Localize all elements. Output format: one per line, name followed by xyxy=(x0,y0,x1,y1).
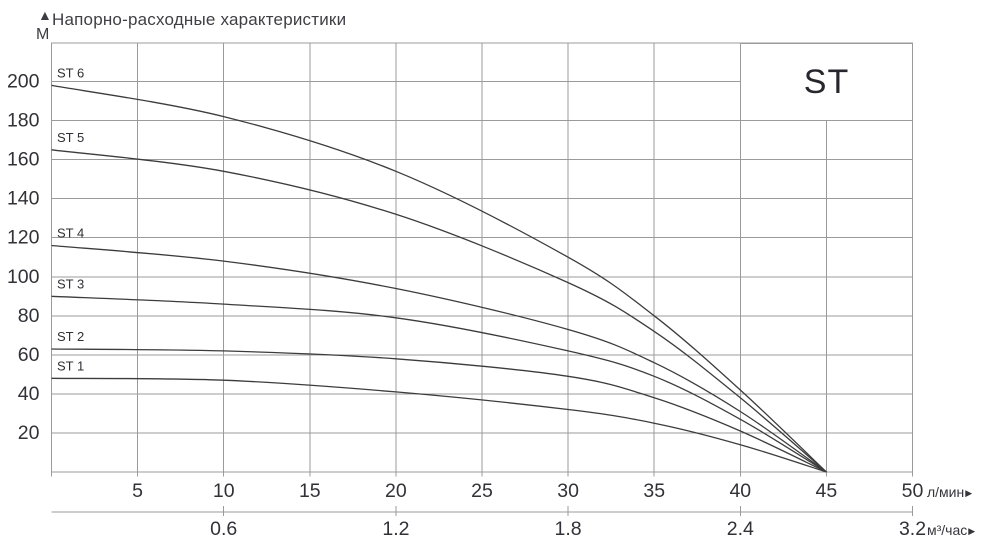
x2-tick-label: 0.6 xyxy=(210,518,237,540)
y-tick-label: 80 xyxy=(18,305,40,327)
x-tick-label: 40 xyxy=(729,480,751,502)
x2-tick-label: 3.2 xyxy=(899,518,926,540)
x2-tick-label: 2.4 xyxy=(727,518,754,540)
x-tick-label: 5 xyxy=(132,480,143,502)
pump-curve xyxy=(51,149,827,473)
pump-curve xyxy=(51,348,827,473)
x-axis-unit-text: л/мин xyxy=(927,484,965,500)
series-labels: ST 6 ST 5 ST 4 ST 3 ST 2 ST 1 xyxy=(57,65,84,373)
x-tick-label: 50 xyxy=(902,480,924,502)
right-arrow-icon: ▶ xyxy=(968,526,976,536)
pump-curve xyxy=(51,244,827,473)
y-tick-label: 60 xyxy=(18,344,40,366)
y-axis-up-arrow-icon: ▲ xyxy=(38,7,52,23)
y-tick-label: 160 xyxy=(7,149,40,171)
series-label: ST 6 xyxy=(57,65,84,80)
chart-title: Напорно-расходные характеристики xyxy=(52,10,347,29)
series-family-box: ST xyxy=(740,43,913,121)
series-label: ST 2 xyxy=(57,329,84,344)
x-axis-secondary-unit: м³/час▶ xyxy=(927,522,975,540)
x-axis-unit: л/мин▶ xyxy=(927,484,972,502)
pump-curve xyxy=(51,377,827,473)
y-tick-label: 100 xyxy=(7,266,40,288)
y-tick-label: 200 xyxy=(7,71,40,93)
x-axis-ticks xyxy=(51,472,913,477)
x-tick-label: 45 xyxy=(816,480,838,502)
series-label: ST 1 xyxy=(57,358,84,373)
x-tick-labels: 5 10 15 20 25 30 35 40 45 50 xyxy=(132,480,923,502)
x-tick-label: 25 xyxy=(471,480,493,502)
x-axis-secondary xyxy=(51,506,913,516)
pump-curve xyxy=(51,295,827,473)
x-tick-label: 30 xyxy=(557,480,579,502)
x2-tick-label: 1.2 xyxy=(382,518,409,540)
series-family-label: ST xyxy=(803,62,850,101)
x-tick-label: 10 xyxy=(213,480,235,502)
x-tick-label: 20 xyxy=(385,480,407,502)
pump-curve xyxy=(51,84,827,473)
y-tick-labels: 20 40 60 80 100 120 140 160 180 200 xyxy=(7,71,40,444)
x-tick-label: 15 xyxy=(299,480,321,502)
x-tick-label: 35 xyxy=(643,480,665,502)
y-axis-unit-label: М xyxy=(36,26,50,43)
right-arrow-icon: ▶ xyxy=(965,488,973,498)
y-tick-label: 20 xyxy=(18,422,40,444)
y-tick-label: 180 xyxy=(7,110,40,132)
series-label: ST 5 xyxy=(57,130,84,145)
pump-curves xyxy=(51,84,827,473)
series-label: ST 4 xyxy=(57,226,84,241)
x2-tick-label: 1.8 xyxy=(555,518,582,540)
y-tick-label: 140 xyxy=(7,188,40,210)
y-tick-label: 120 xyxy=(7,227,40,249)
x-axis-secondary-unit-text: м³/час xyxy=(927,522,968,538)
x2-tick-labels: 0.6 1.2 1.8 2.4 3.2 xyxy=(210,518,926,540)
series-label: ST 3 xyxy=(57,276,84,291)
y-tick-label: 40 xyxy=(18,383,40,405)
